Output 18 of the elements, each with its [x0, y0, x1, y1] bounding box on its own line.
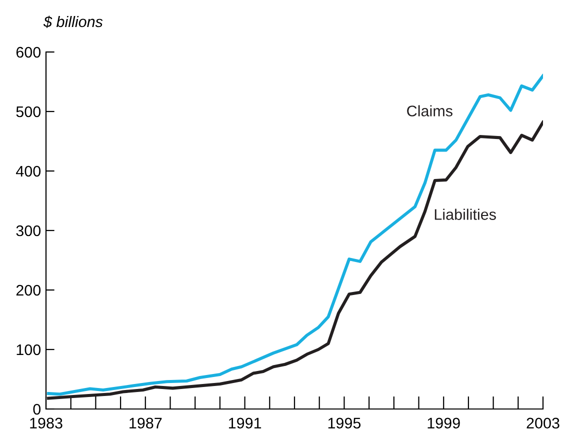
y-tick-label: 400: [16, 166, 41, 177]
x-tick-label: 2003: [526, 418, 560, 429]
series-label: Liabilities: [434, 208, 496, 220]
x-tick-label: 1987: [130, 418, 162, 429]
y-tick-label: 300: [16, 225, 41, 236]
x-tick-label: 1991: [228, 418, 262, 429]
y-tick-label: 0: [33, 404, 41, 415]
series-label: Claims: [407, 105, 452, 116]
x-tick-label: 1995: [328, 418, 361, 429]
x-tick-label: 1999: [428, 418, 460, 429]
y-tick-label: 600: [16, 46, 41, 58]
y-axis-title: $ billions: [43, 16, 103, 28]
y-tick-label: 500: [16, 106, 41, 118]
x-tick-label: 1983: [30, 418, 62, 429]
y-tick-label: 200: [16, 284, 41, 296]
y-tick-label: 100: [16, 344, 41, 356]
line-series: [46, 74, 543, 396]
line-series: [46, 120, 543, 400]
